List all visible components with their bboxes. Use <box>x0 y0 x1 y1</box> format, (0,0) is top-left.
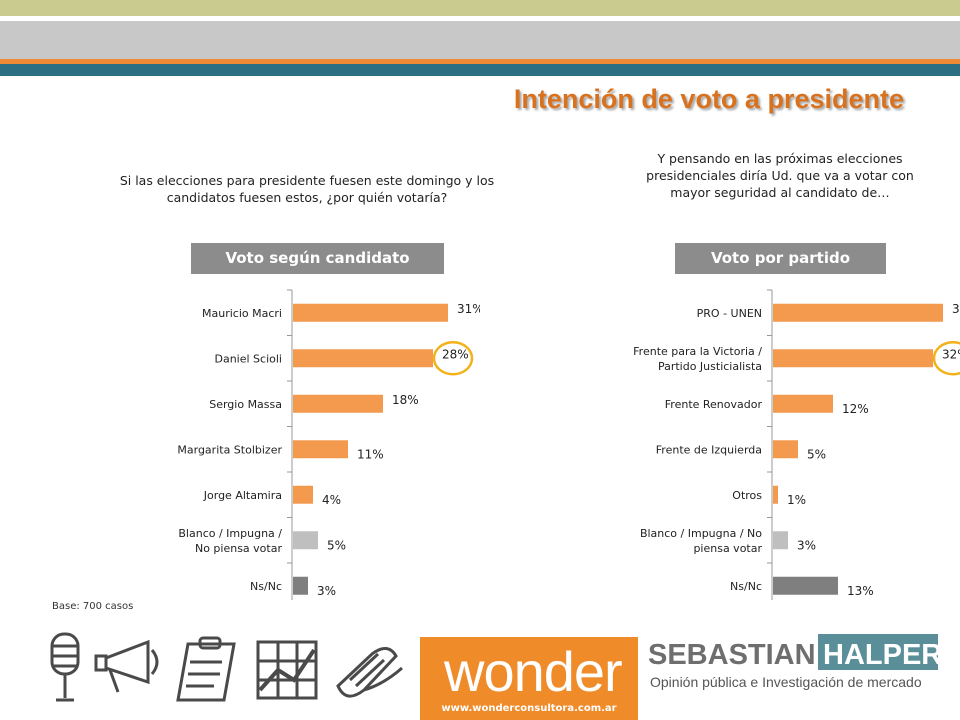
party-category-label: PRO - UNEN <box>697 307 762 320</box>
page-title: Intención de voto a presidente <box>513 84 904 114</box>
chart-candidate: Mauricio Macri 31% Daniel Scioli 28% Sergio … <box>177 289 480 600</box>
party-category-label: Otros <box>732 489 762 502</box>
question-candidate: Si las elecciones para presidente fuesen… <box>119 173 495 205</box>
candidate-value-label: 5% <box>327 538 346 552</box>
candidate-category-label: Jorge Altamira <box>203 489 282 502</box>
candidate-value-label: 18% <box>392 393 419 407</box>
candidate-value-label: 3% <box>317 584 336 598</box>
party-value-label: 13% <box>847 584 874 598</box>
chart-party: PRO - UNEN 34% Frente para la Victoria / Pa… <box>633 289 960 600</box>
party-bar <box>773 440 798 459</box>
candidate-value-label: 11% <box>357 447 384 461</box>
candidate-bar <box>293 303 448 322</box>
megaphone-icon <box>94 639 159 693</box>
party-category-label: piensa votar <box>693 542 762 555</box>
chart-title-candidate: Voto según candidato <box>191 243 444 274</box>
icon-strip <box>50 632 403 702</box>
party-bar <box>773 485 778 504</box>
candidate-bar <box>293 531 318 550</box>
wonder-logo: wonder www.wonderconsultora.com.ar <box>420 637 638 720</box>
party-category-label: Blanco / Impugna / No <box>640 527 762 540</box>
candidate-bar <box>293 576 308 595</box>
candidate-value-label: 31% <box>457 302 480 316</box>
sh-name-first: SEBASTIAN <box>648 639 816 671</box>
base-note: Base: 700 casos <box>52 601 134 612</box>
party-bar <box>773 576 838 595</box>
newspaper-icon <box>336 647 403 698</box>
wonder-wordmark: wonder <box>444 640 623 703</box>
wonder-url: www.wonderconsultora.com.ar <box>441 703 617 714</box>
party-category-label: Frente de Izquierda <box>656 443 762 456</box>
party-category-label: Frente Renovador <box>665 398 763 411</box>
party-category-label: Ns/Nc <box>730 580 762 593</box>
candidate-category-label: Blanco / Impugna / <box>178 527 282 540</box>
party-bar <box>773 349 933 368</box>
header-band <box>0 21 960 59</box>
candidate-category-label: Margarita Stolbizer <box>177 443 282 456</box>
party-bar <box>773 303 943 322</box>
candidate-bar <box>293 485 313 504</box>
teal-stripe <box>0 64 960 76</box>
candidate-value-label: 4% <box>322 493 341 507</box>
party-value-label: 3% <box>797 538 816 552</box>
sebastian-halperin-logo: SEBASTIAN HALPERIN Opinión pública e Inv… <box>648 634 948 690</box>
microphone-icon <box>50 632 80 702</box>
party-value-label: 32% <box>942 347 960 361</box>
sh-name-second: HALPERIN <box>823 639 948 671</box>
clipboard-icon <box>176 636 236 702</box>
orange-stripe <box>0 59 960 64</box>
party-value-label: 34% <box>952 302 960 316</box>
candidate-category-label: Mauricio Macri <box>202 307 282 320</box>
party-value-label: 5% <box>807 447 826 461</box>
party-value-label: 1% <box>787 493 806 507</box>
candidate-bar <box>293 349 433 368</box>
party-value-label: 12% <box>842 402 869 416</box>
candidate-category-label: Ns/Nc <box>250 580 282 593</box>
line-chart-icon <box>256 640 318 700</box>
party-highlight-circle <box>932 341 960 376</box>
candidate-category-label: No piensa votar <box>195 542 282 555</box>
candidate-bar <box>293 394 383 413</box>
candidate-category-label: Daniel Scioli <box>215 352 283 365</box>
sh-name-box <box>818 634 938 670</box>
party-category-label: Frente para la Victoria / <box>633 345 762 358</box>
top-accent-bar <box>0 0 960 16</box>
question-party: Y pensando en las próximas elecciones pr… <box>646 151 914 200</box>
party-bar <box>773 394 833 413</box>
candidate-category-label: Sergio Massa <box>209 398 282 411</box>
candidate-highlight-circle <box>432 341 474 376</box>
party-bar <box>773 531 788 550</box>
sh-tagline: Opinión pública e Investigación de merca… <box>650 674 922 690</box>
party-category-label: Partido Justicialista <box>658 360 762 373</box>
chart-title-party: Voto por partido <box>675 243 886 274</box>
candidate-bar <box>293 440 348 459</box>
candidate-value-label: 28% <box>442 347 469 361</box>
